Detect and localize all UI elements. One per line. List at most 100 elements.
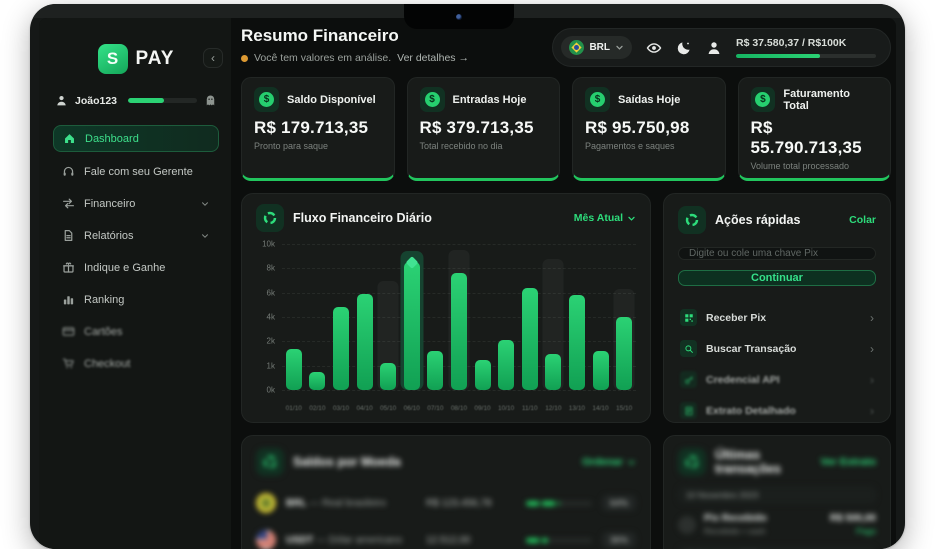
headset-icon <box>62 165 75 178</box>
quick-action-label: Receber Pix <box>706 311 767 324</box>
chevron-right-icon: › <box>870 372 874 387</box>
bar-slot[interactable] <box>612 244 636 390</box>
sidebar-item-label: Ranking <box>84 293 125 306</box>
sidebar-item-label: Checkout <box>84 357 131 370</box>
continue-button[interactable]: Continuar <box>678 270 876 286</box>
sidebar-item-financeiro[interactable]: Financeiro <box>53 191 219 216</box>
bar-slot[interactable] <box>471 244 495 390</box>
balance-row[interactable]: USDT — Dólar americano 12.512,00 36% <box>256 530 636 549</box>
home-icon <box>63 132 76 145</box>
app-name: PAY <box>135 48 175 69</box>
quick-action-extrato-detalhado[interactable]: Extrato Detalhado › <box>678 395 876 426</box>
sidebar-menu: Dashboard Fale com seu Gerente Financeiro R… <box>53 125 219 376</box>
transaction-title: Pix Recebido <box>704 513 767 524</box>
limit-indicator: R$ 37.580,37 / R$100K <box>736 37 876 58</box>
x-tick-label: 07/10 <box>427 405 444 412</box>
chevron-down-icon <box>627 458 636 467</box>
transactions-list: 10 Novembro 2023 Pix Recebido Recebido • c… <box>678 486 876 549</box>
dollar-coin-icon: $ <box>419 87 445 112</box>
y-tick-label: 1k <box>266 361 275 371</box>
sidebar-item-label: Cartões <box>84 325 123 338</box>
bar-slot[interactable] <box>329 244 353 390</box>
bar-slot[interactable] <box>306 244 330 390</box>
currency-selector[interactable]: BRL <box>561 36 632 59</box>
bar-slot[interactable] <box>565 244 589 390</box>
bar-slot[interactable] <box>494 244 518 390</box>
balance-progress-track <box>526 500 592 506</box>
key-icon <box>680 371 697 388</box>
currency-name: BRL — Real brasileiro <box>286 497 387 509</box>
bar-slot[interactable] <box>282 244 306 390</box>
bar-slot[interactable] <box>542 244 566 390</box>
chart-x-axis: 01/10 02/10 03/10 04/10 05/10 06/10 07/10 08/10… <box>282 405 636 412</box>
app-logo-icon: S <box>97 44 128 74</box>
quick-action-credencial-api[interactable]: Credencial API › <box>678 364 876 395</box>
pix-key-input[interactable] <box>678 247 876 260</box>
card-icon <box>62 325 75 338</box>
chart-range-selector[interactable]: Mês Atual <box>574 212 636 224</box>
bar-slot[interactable] <box>589 244 613 390</box>
chevron-down-icon <box>615 43 624 52</box>
sidebar-item-ranking[interactable]: Ranking <box>53 287 219 312</box>
transfer-icon <box>62 197 75 210</box>
transaction-subtitle: Recebido • cash <box>704 526 766 536</box>
sidebar-item-relat-rios[interactable]: Relatórios <box>53 223 219 248</box>
ghost-icon[interactable] <box>204 94 217 107</box>
bars-container <box>282 244 636 390</box>
y-tick-label: 4k <box>266 312 275 322</box>
chevron-right-icon: › <box>870 341 874 356</box>
balances-list: $ BRL — Real brasileiro R$ 123.456,78 64% US… <box>256 493 636 549</box>
sidebar-item-dashboard[interactable]: Dashboard <box>53 125 219 152</box>
quick-action-buscar-transa-o[interactable]: Buscar Transação › <box>678 333 876 364</box>
svg-text:$: $ <box>264 499 269 508</box>
sidebar-item-cart-es[interactable]: Cartões <box>53 319 219 344</box>
quick-action-receber-pix[interactable]: Receber Pix › <box>678 302 876 333</box>
theme-toggle-button[interactable] <box>676 40 692 56</box>
gridline <box>282 390 636 391</box>
bar-slot[interactable] <box>376 244 400 390</box>
stat-title: Faturamento Total <box>783 87 850 112</box>
y-tick-label: 6k <box>266 288 275 298</box>
y-tick-label: 10k <box>262 239 275 249</box>
stat-subtitle: Volume total processado <box>750 161 850 171</box>
chart-bar <box>545 353 562 390</box>
sidebar-item-label: Dashboard <box>85 132 139 145</box>
toolbar: BRL R$ 37.580,37 / R$100K <box>552 28 891 67</box>
sort-selector[interactable]: Ordenar <box>582 456 636 468</box>
sidebar-item-checkout[interactable]: Checkout <box>53 351 219 376</box>
pending-alert-text: Você tem valores em análise. <box>254 52 392 64</box>
sidebar-item-indique-e-ganhe[interactable]: Indique e Ganhe <box>53 255 219 280</box>
daily-flow-chart-card: Fluxo Financeiro Diário Mês Atual 10k 8k 6… <box>241 193 651 423</box>
dollar-coin-icon: $ <box>750 87 776 112</box>
cart-icon <box>62 357 75 370</box>
visibility-toggle-button[interactable] <box>646 40 662 56</box>
user-icon <box>55 94 68 107</box>
bar-slot[interactable] <box>400 244 424 390</box>
sidebar-item-label: Fale com seu Gerente <box>84 165 193 178</box>
x-tick-label: 05/10 <box>380 405 397 412</box>
camera-dot <box>456 13 462 20</box>
page-header: Resumo Financeiro Você tem valores em an… <box>241 26 891 67</box>
view-statement-link[interactable]: Ver Extrato <box>820 456 876 468</box>
user-row[interactable]: João123 <box>55 94 217 107</box>
chart-bar <box>521 287 538 390</box>
chart-bar <box>474 359 491 390</box>
sync-icon <box>678 206 706 234</box>
y-tick-label: 8k <box>266 263 275 273</box>
y-tick-label: 0k <box>266 385 275 395</box>
bar-slot[interactable] <box>447 244 471 390</box>
sidebar-item-fale-com-seu-gerente[interactable]: Fale com seu Gerente <box>53 159 219 184</box>
bar-slot[interactable] <box>353 244 377 390</box>
paste-link[interactable]: Colar <box>849 214 876 226</box>
x-tick-label: 13/10 <box>568 405 586 412</box>
chevron-down-icon <box>627 214 636 223</box>
transaction-row[interactable]: Pix Recebido Recebido • cash R$ 500,00 Pago <box>678 513 876 536</box>
profile-button[interactable] <box>706 40 722 56</box>
balance-row[interactable]: $ BRL — Real brasileiro R$ 123.456,78 64% <box>256 493 636 513</box>
bar-slot[interactable] <box>424 244 448 390</box>
alert-details-link[interactable]: Ver detalhes → <box>397 52 469 64</box>
sidebar-collapse-button[interactable]: ‹ <box>203 48 223 68</box>
currency-code: BRL <box>589 42 610 53</box>
bar-slot[interactable] <box>518 244 542 390</box>
x-tick-label: 06/10 <box>403 405 420 412</box>
